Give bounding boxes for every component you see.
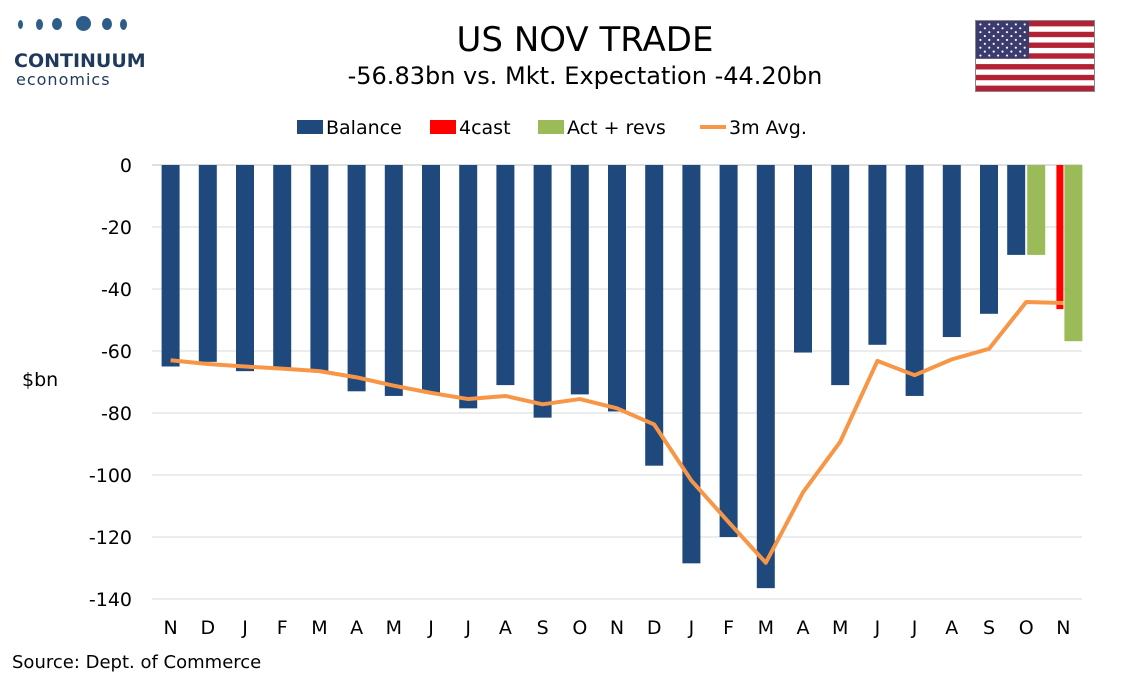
balance-bar [198, 165, 217, 362]
balance-bar [1007, 165, 1026, 255]
x-tick-label: O [572, 617, 587, 639]
x-tick-label: M [758, 617, 774, 639]
balance-bar [905, 165, 924, 396]
balance-bar [347, 165, 366, 392]
x-tick-label: J [241, 617, 248, 639]
source-note: Source: Dept. of Commerce [12, 652, 262, 673]
balance-bar [645, 165, 664, 466]
logo-subtitle: economics [16, 70, 111, 89]
x-tick-label: N [163, 617, 177, 639]
balance-bar [459, 165, 478, 409]
balance-bar [682, 165, 701, 564]
y-tick-label: -40 [101, 279, 132, 301]
y-tick-label: -80 [101, 403, 132, 425]
balance-bar [868, 165, 887, 345]
act-revs-bar [1064, 165, 1083, 342]
balance-bar [980, 165, 998, 314]
x-tick-label: J [911, 617, 918, 639]
x-tick-label: A [350, 617, 363, 639]
forecast-bar [1056, 165, 1064, 310]
y-tick-label: 0 [120, 155, 132, 177]
chart-subtitle: -56.83bn vs. Mkt. Expectation -44.20bn [347, 62, 823, 90]
legend-label: 3m Avg. [729, 117, 807, 139]
x-tick-label: M [386, 617, 402, 639]
y-tick-label: -120 [89, 527, 132, 549]
logo-dots-icon [14, 14, 134, 36]
balance-bar [496, 165, 515, 386]
avg-line [170, 300, 1064, 565]
balance-bar [533, 165, 552, 418]
x-tick-label: O [1019, 617, 1034, 639]
balance-bar [310, 165, 329, 372]
balance-bar [384, 165, 403, 396]
chart-title: US NOV TRADE [456, 20, 714, 60]
x-tick-label: D [647, 617, 662, 639]
legend-swatch [430, 120, 456, 134]
balance-bar [236, 165, 254, 372]
balance-bar [831, 165, 850, 386]
balance-bar [756, 165, 775, 589]
x-tick-label: A [945, 617, 958, 639]
x-tick-label: J [427, 617, 434, 639]
us-flag-icon [975, 20, 1095, 92]
x-tick-label: N [1056, 617, 1070, 639]
y-tick-label: -60 [101, 341, 132, 363]
balance-bar [422, 165, 440, 393]
balance-bar [608, 165, 626, 412]
x-tick-label: F [277, 617, 288, 639]
x-tick-label: S [983, 617, 995, 639]
x-tick-label: M [311, 617, 327, 639]
act-revs-bar [1027, 165, 1046, 255]
y-tick-label: -20 [101, 217, 132, 239]
balance-bar [570, 165, 589, 395]
y-tick-label: -100 [89, 465, 132, 487]
y-axis-label: $bn [22, 369, 58, 391]
legend-label: Act + revs [567, 117, 666, 139]
x-tick-label: A [797, 617, 810, 639]
balance-bar [719, 165, 738, 537]
continuum-logo: CONTINUUM economics [14, 14, 146, 89]
balance-bar [273, 165, 292, 369]
legend-swatch [538, 120, 564, 134]
x-tick-label: M [832, 617, 848, 639]
balance-bar [942, 165, 961, 338]
x-tick-label: S [537, 617, 549, 639]
legend-label: Balance [326, 117, 402, 139]
y-tick-label: -140 [89, 589, 132, 611]
legend-swatch [297, 120, 323, 134]
x-tick-label: D [200, 617, 215, 639]
x-tick-label: N [610, 617, 624, 639]
x-tick-label: J [688, 617, 695, 639]
x-tick-label: F [723, 617, 734, 639]
x-tick-label: A [499, 617, 512, 639]
logo-name: CONTINUUM [14, 50, 146, 72]
balance-bar [161, 165, 180, 367]
x-tick-label: J [464, 617, 471, 639]
legend-label: 4cast [459, 117, 511, 139]
x-tick-label: J [874, 617, 881, 639]
balance-bar [794, 165, 812, 353]
